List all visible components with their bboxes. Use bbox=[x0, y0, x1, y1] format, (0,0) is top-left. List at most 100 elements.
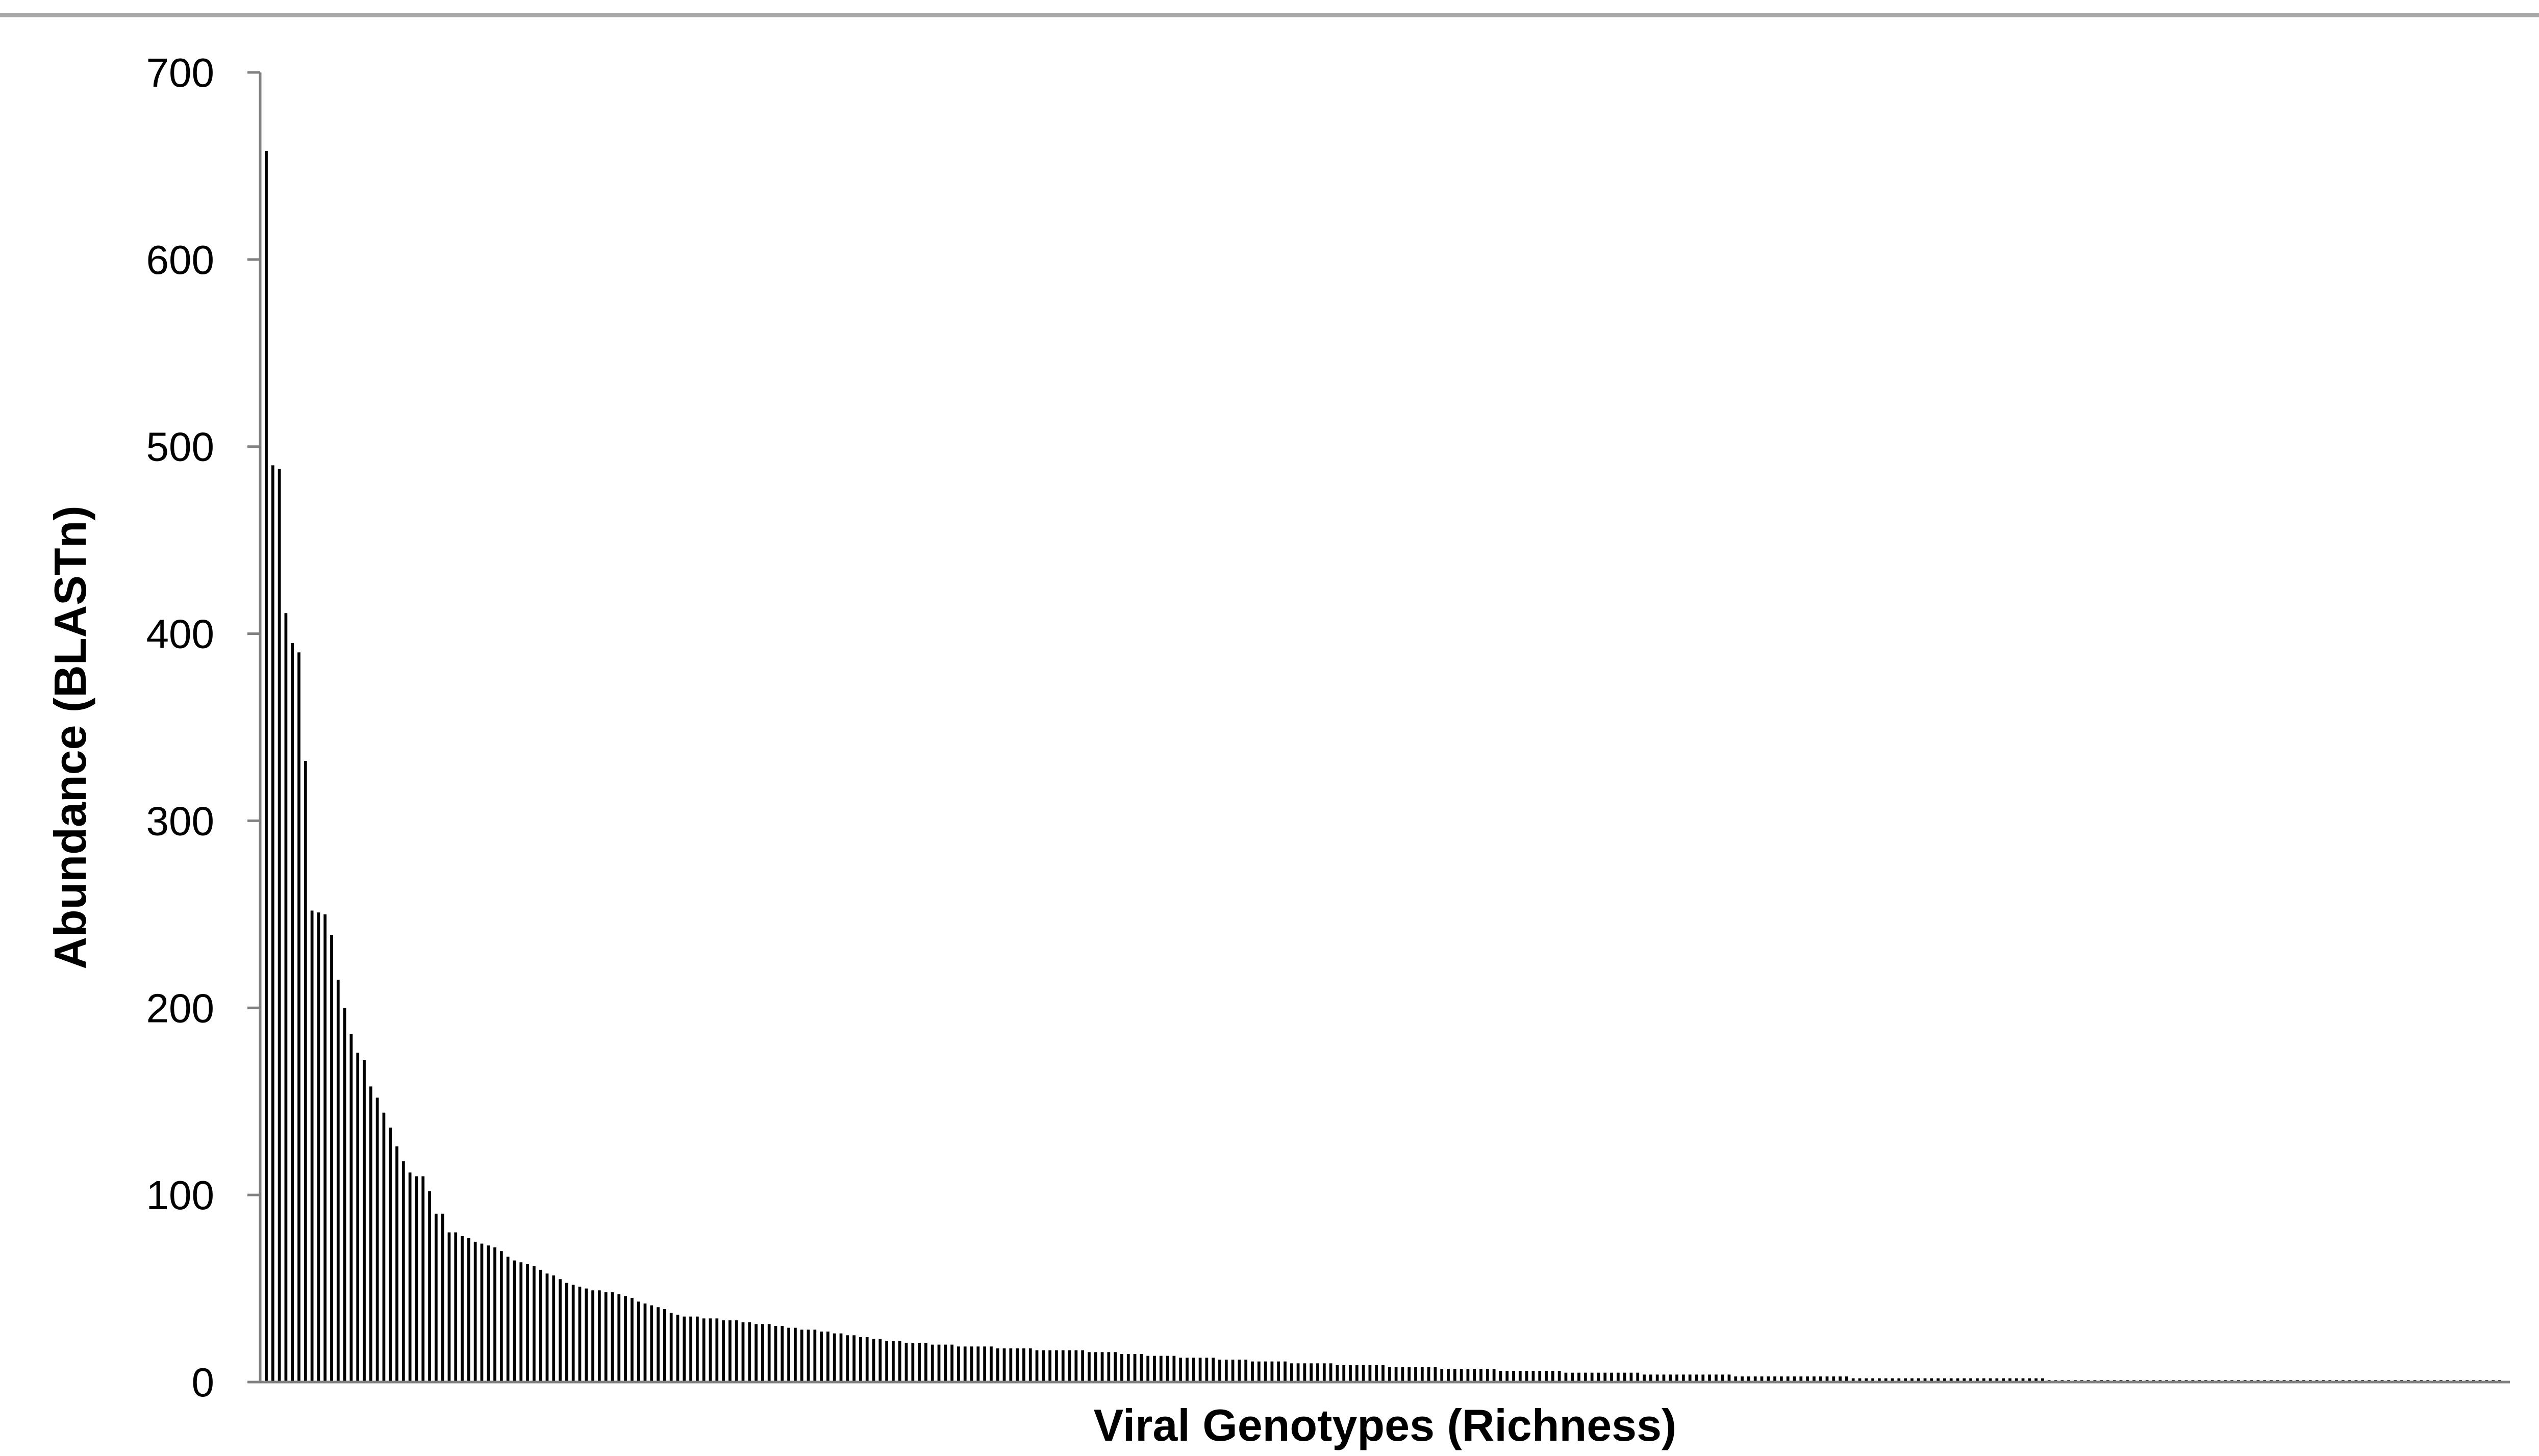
bar-216 bbox=[1669, 1374, 1672, 1382]
bar-207 bbox=[1610, 1372, 1613, 1382]
bar-217 bbox=[1675, 1374, 1678, 1382]
bar-75 bbox=[748, 1322, 751, 1382]
bar-33 bbox=[473, 1241, 477, 1382]
bar-225 bbox=[1727, 1374, 1731, 1382]
y-tick-label-6: 600 bbox=[146, 237, 214, 283]
bar-41 bbox=[526, 1264, 529, 1382]
bar-90 bbox=[846, 1335, 849, 1382]
bar-152 bbox=[1251, 1361, 1254, 1382]
bar-53 bbox=[604, 1292, 608, 1382]
bar-112 bbox=[990, 1346, 993, 1382]
bar-131 bbox=[1114, 1352, 1117, 1382]
bar-111 bbox=[983, 1346, 987, 1382]
bar-178 bbox=[1420, 1367, 1424, 1382]
bar-129 bbox=[1100, 1352, 1104, 1382]
bar-148 bbox=[1224, 1359, 1228, 1382]
bar-20 bbox=[389, 1128, 392, 1382]
y-axis-title: Abundance (BLASTn) bbox=[45, 505, 95, 969]
bar-135 bbox=[1140, 1353, 1143, 1382]
bar-19 bbox=[382, 1112, 386, 1382]
bar-12 bbox=[336, 980, 340, 1382]
bar-1 bbox=[265, 151, 268, 1382]
bar-170 bbox=[1368, 1365, 1372, 1382]
y-tick-labels-group: 0 100 200 300 400 500 600 700 bbox=[146, 50, 214, 1405]
bar-8 bbox=[310, 910, 314, 1382]
bar-161 bbox=[1310, 1363, 1313, 1382]
bar-61 bbox=[657, 1307, 660, 1382]
bar-24 bbox=[415, 1176, 418, 1382]
bar-243 bbox=[1845, 1376, 1848, 1382]
bar-23 bbox=[408, 1172, 412, 1382]
bar-17 bbox=[369, 1086, 372, 1382]
bar-78 bbox=[767, 1324, 771, 1382]
bar-107 bbox=[957, 1346, 960, 1382]
bar-59 bbox=[643, 1303, 647, 1382]
bar-154 bbox=[1264, 1361, 1267, 1382]
bar-247 bbox=[1871, 1378, 1874, 1382]
bar-222 bbox=[1708, 1374, 1711, 1382]
bar-69 bbox=[709, 1318, 712, 1382]
bar-51 bbox=[591, 1290, 594, 1382]
bar-64 bbox=[676, 1314, 680, 1382]
bar-71 bbox=[722, 1320, 725, 1382]
bar-156 bbox=[1277, 1361, 1280, 1382]
bar-74 bbox=[741, 1322, 745, 1382]
bar-242 bbox=[1839, 1376, 1842, 1382]
bar-267 bbox=[2002, 1378, 2005, 1382]
bar-257 bbox=[1937, 1378, 1940, 1382]
bar-238 bbox=[1813, 1376, 1816, 1382]
bar-144 bbox=[1198, 1358, 1202, 1382]
bar-190 bbox=[1499, 1370, 1502, 1382]
bar-182 bbox=[1447, 1369, 1450, 1382]
bar-153 bbox=[1257, 1361, 1261, 1382]
bar-239 bbox=[1819, 1376, 1822, 1382]
bar-88 bbox=[833, 1333, 836, 1382]
bar-264 bbox=[1982, 1378, 1985, 1382]
bar-215 bbox=[1662, 1374, 1666, 1382]
bar-184 bbox=[1460, 1369, 1463, 1382]
bar-201 bbox=[1571, 1372, 1574, 1382]
bar-244 bbox=[1851, 1378, 1855, 1382]
bar-5 bbox=[291, 643, 294, 1382]
bar-29 bbox=[447, 1232, 451, 1382]
bar-130 bbox=[1107, 1352, 1111, 1382]
bar-265 bbox=[1989, 1378, 1992, 1382]
bar-143 bbox=[1192, 1358, 1195, 1382]
bar-6 bbox=[297, 652, 300, 1382]
bar-136 bbox=[1146, 1356, 1150, 1382]
bar-82 bbox=[794, 1327, 797, 1382]
bar-160 bbox=[1303, 1363, 1306, 1382]
bar-4 bbox=[284, 613, 288, 1382]
bar-55 bbox=[617, 1294, 621, 1382]
bar-68 bbox=[702, 1318, 706, 1382]
bar-147 bbox=[1218, 1359, 1221, 1382]
bar-226 bbox=[1734, 1376, 1738, 1382]
bar-98 bbox=[898, 1341, 901, 1382]
bar-58 bbox=[637, 1301, 640, 1382]
bar-31 bbox=[461, 1236, 464, 1382]
bar-271 bbox=[2028, 1378, 2031, 1382]
bar-145 bbox=[1205, 1358, 1209, 1382]
bar-113 bbox=[996, 1348, 999, 1382]
bar-37 bbox=[499, 1251, 503, 1382]
bar-250 bbox=[1891, 1378, 1894, 1382]
bar-128 bbox=[1094, 1352, 1097, 1382]
bar-150 bbox=[1238, 1359, 1241, 1382]
bar-269 bbox=[2015, 1378, 2018, 1382]
y-tick-label-5: 500 bbox=[146, 424, 214, 470]
bar-183 bbox=[1453, 1369, 1456, 1382]
bar-35 bbox=[487, 1245, 490, 1382]
bar-132 bbox=[1120, 1353, 1123, 1382]
bar-195 bbox=[1531, 1370, 1535, 1382]
bar-21 bbox=[395, 1146, 398, 1382]
bar-47 bbox=[565, 1283, 568, 1382]
bar-115 bbox=[1009, 1348, 1013, 1382]
bar-231 bbox=[1767, 1376, 1770, 1382]
bar-73 bbox=[735, 1320, 738, 1382]
bar-210 bbox=[1629, 1372, 1633, 1382]
bar-187 bbox=[1479, 1369, 1482, 1382]
bar-256 bbox=[1930, 1378, 1933, 1382]
bar-273 bbox=[2041, 1378, 2044, 1382]
bar-204 bbox=[1590, 1372, 1594, 1382]
bar-97 bbox=[892, 1341, 895, 1382]
